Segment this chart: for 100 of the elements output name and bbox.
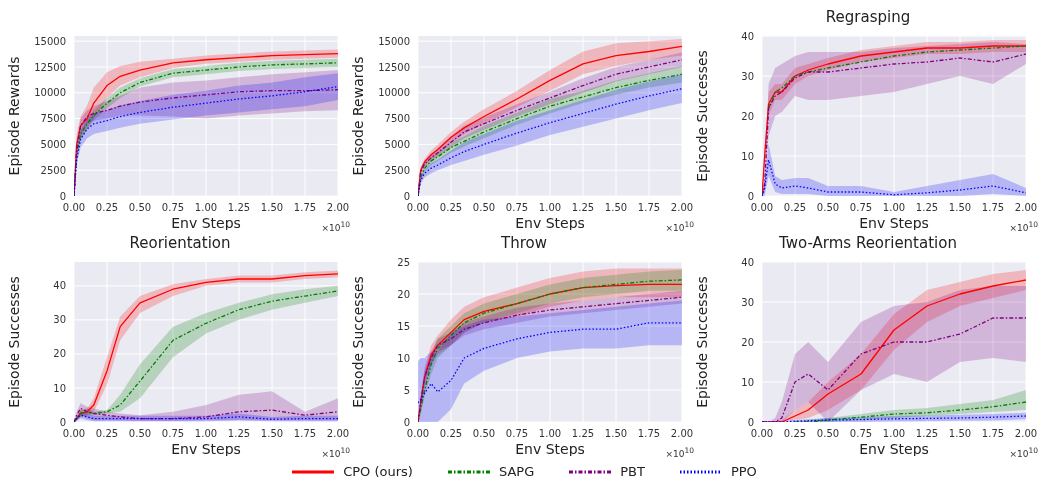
x-tick-label: 1.50 xyxy=(260,202,284,214)
y-tick-label: 20 xyxy=(397,288,410,300)
x-tick-label: 0.75 xyxy=(849,428,873,440)
y-tick-label: 0 xyxy=(59,190,66,202)
text: ×10$^{10}$ xyxy=(665,220,694,233)
y-tick-label: 20 xyxy=(741,110,754,122)
x-tick-label: 0.50 xyxy=(816,428,840,440)
y-tick-label: 0 xyxy=(747,416,754,428)
x-tick-label: 1.25 xyxy=(571,202,595,214)
y-tick-label: 15000 xyxy=(378,35,410,47)
text: ×10$^{10}$ xyxy=(665,446,694,459)
x-axis-title: Env Steps xyxy=(515,215,585,231)
x-tick-label: 1.75 xyxy=(293,202,317,214)
x-tick-label: 1.25 xyxy=(915,202,939,214)
x-tick-label: 0.25 xyxy=(783,428,807,440)
x-tick-label: 1.75 xyxy=(637,202,661,214)
y-tick-label: 15000 xyxy=(34,35,66,47)
y-tick-label: 7500 xyxy=(384,113,410,125)
x-tick-label: 0.50 xyxy=(128,428,152,440)
x-tick-label: 0.75 xyxy=(161,202,185,214)
y-tick-label: 40 xyxy=(741,256,754,268)
y-tick-label: 5 xyxy=(403,384,410,396)
y-tick-label: 30 xyxy=(741,70,754,82)
x-tick-label: 1.25 xyxy=(227,428,251,440)
chart-title: Throw xyxy=(500,234,548,254)
x-tick-label: 1.50 xyxy=(948,202,972,214)
x-axis-title: Env Steps xyxy=(171,215,241,231)
y-axis-title: Episode Successes xyxy=(693,276,710,408)
y-tick-label: 10 xyxy=(53,382,66,394)
x-axis-title: Env Steps xyxy=(515,441,585,457)
x-tick-label: 1.75 xyxy=(981,428,1005,440)
x-axis-title: Env Steps xyxy=(859,215,929,231)
x-tick-label: 1.00 xyxy=(882,428,906,440)
x-tick-label: 2.00 xyxy=(670,428,694,440)
x-tick-label: 0.50 xyxy=(472,428,496,440)
x-tick-label: 0.00 xyxy=(750,428,774,440)
y-tick-label: 20 xyxy=(741,336,754,348)
text: ×10$^{10}$ xyxy=(1009,220,1038,233)
x-tick-label: 2.00 xyxy=(326,428,350,440)
y-axis-title: Episode Rewards xyxy=(349,56,366,176)
y-tick-label: 0 xyxy=(59,416,66,428)
y-axis-title: Episode Successes xyxy=(349,276,366,408)
x-tick-label: 1.75 xyxy=(637,428,661,440)
text: ×10$^{10}$ xyxy=(321,446,350,459)
x-tick-label: 0.50 xyxy=(128,202,152,214)
legend-label: SAPG xyxy=(498,464,535,479)
y-tick-label: 0 xyxy=(747,190,754,202)
x-tick-label: 1.50 xyxy=(604,202,628,214)
y-axis-title: Episode Rewards xyxy=(5,56,22,176)
legend-label: PPO xyxy=(730,464,757,479)
x-tick-label: 1.75 xyxy=(293,428,317,440)
line-series xyxy=(767,45,1026,109)
x-tick-label: 1.00 xyxy=(538,428,562,440)
x-tick-label: 0.00 xyxy=(750,202,774,214)
x-tick-label: 0.75 xyxy=(505,428,529,440)
legend-label: PBT xyxy=(620,464,645,479)
y-tick-label: 2500 xyxy=(384,164,410,176)
line-series xyxy=(418,322,682,404)
x-tick-label: 1.75 xyxy=(981,202,1005,214)
y-tick-label: 25 xyxy=(397,256,410,268)
y-axis-title: Episode Successes xyxy=(5,276,22,408)
x-tick-label: 1.25 xyxy=(571,428,595,440)
x-tick-label: 2.00 xyxy=(1014,428,1038,440)
y-tick-label: 0 xyxy=(403,190,410,202)
chart-title: Two-Arms Reorientation xyxy=(778,234,958,254)
y-tick-label: 30 xyxy=(741,296,754,308)
x-tick-label: 0.25 xyxy=(439,202,463,214)
x-tick-label: 0.75 xyxy=(161,428,185,440)
text: ×10$^{10}$ xyxy=(321,220,350,233)
y-tick-label: 12500 xyxy=(34,61,66,73)
x-tick-label: 1.50 xyxy=(604,428,628,440)
x-tick-label: 2.00 xyxy=(326,202,350,214)
x-tick-label: 0.50 xyxy=(472,202,496,214)
x-tick-label: 2.00 xyxy=(1014,202,1038,214)
y-tick-label: 7500 xyxy=(40,113,66,125)
chart-title: Reorientation xyxy=(128,234,232,254)
x-tick-label: 1.00 xyxy=(194,202,218,214)
chart-title: Regrasping xyxy=(824,8,912,28)
x-tick-label: 1.50 xyxy=(948,428,972,440)
y-tick-label: 40 xyxy=(53,280,66,292)
x-tick-label: 0.00 xyxy=(406,428,430,440)
x-tick-label: 0.50 xyxy=(816,202,840,214)
x-tick-label: 1.00 xyxy=(882,202,906,214)
x-axis-title: Env Steps xyxy=(859,441,929,457)
y-tick-label: 0 xyxy=(403,416,410,428)
x-tick-label: 1.25 xyxy=(227,202,251,214)
y-tick-label: 40 xyxy=(741,30,754,42)
x-tick-label: 0.25 xyxy=(95,428,119,440)
y-tick-label: 12500 xyxy=(378,61,410,73)
y-tick-label: 30 xyxy=(53,314,66,326)
y-tick-label: 5000 xyxy=(40,138,66,150)
y-tick-label: 2500 xyxy=(40,164,66,176)
y-tick-label: 20 xyxy=(53,348,66,360)
legend-label: CPO (ours) xyxy=(343,464,413,479)
x-tick-label: 0.25 xyxy=(439,428,463,440)
x-tick-label: 1.25 xyxy=(915,428,939,440)
x-tick-label: 0.75 xyxy=(505,202,529,214)
x-tick-label: 1.00 xyxy=(194,428,218,440)
x-tick-label: 1.50 xyxy=(260,428,284,440)
x-tick-label: 0.00 xyxy=(406,202,430,214)
